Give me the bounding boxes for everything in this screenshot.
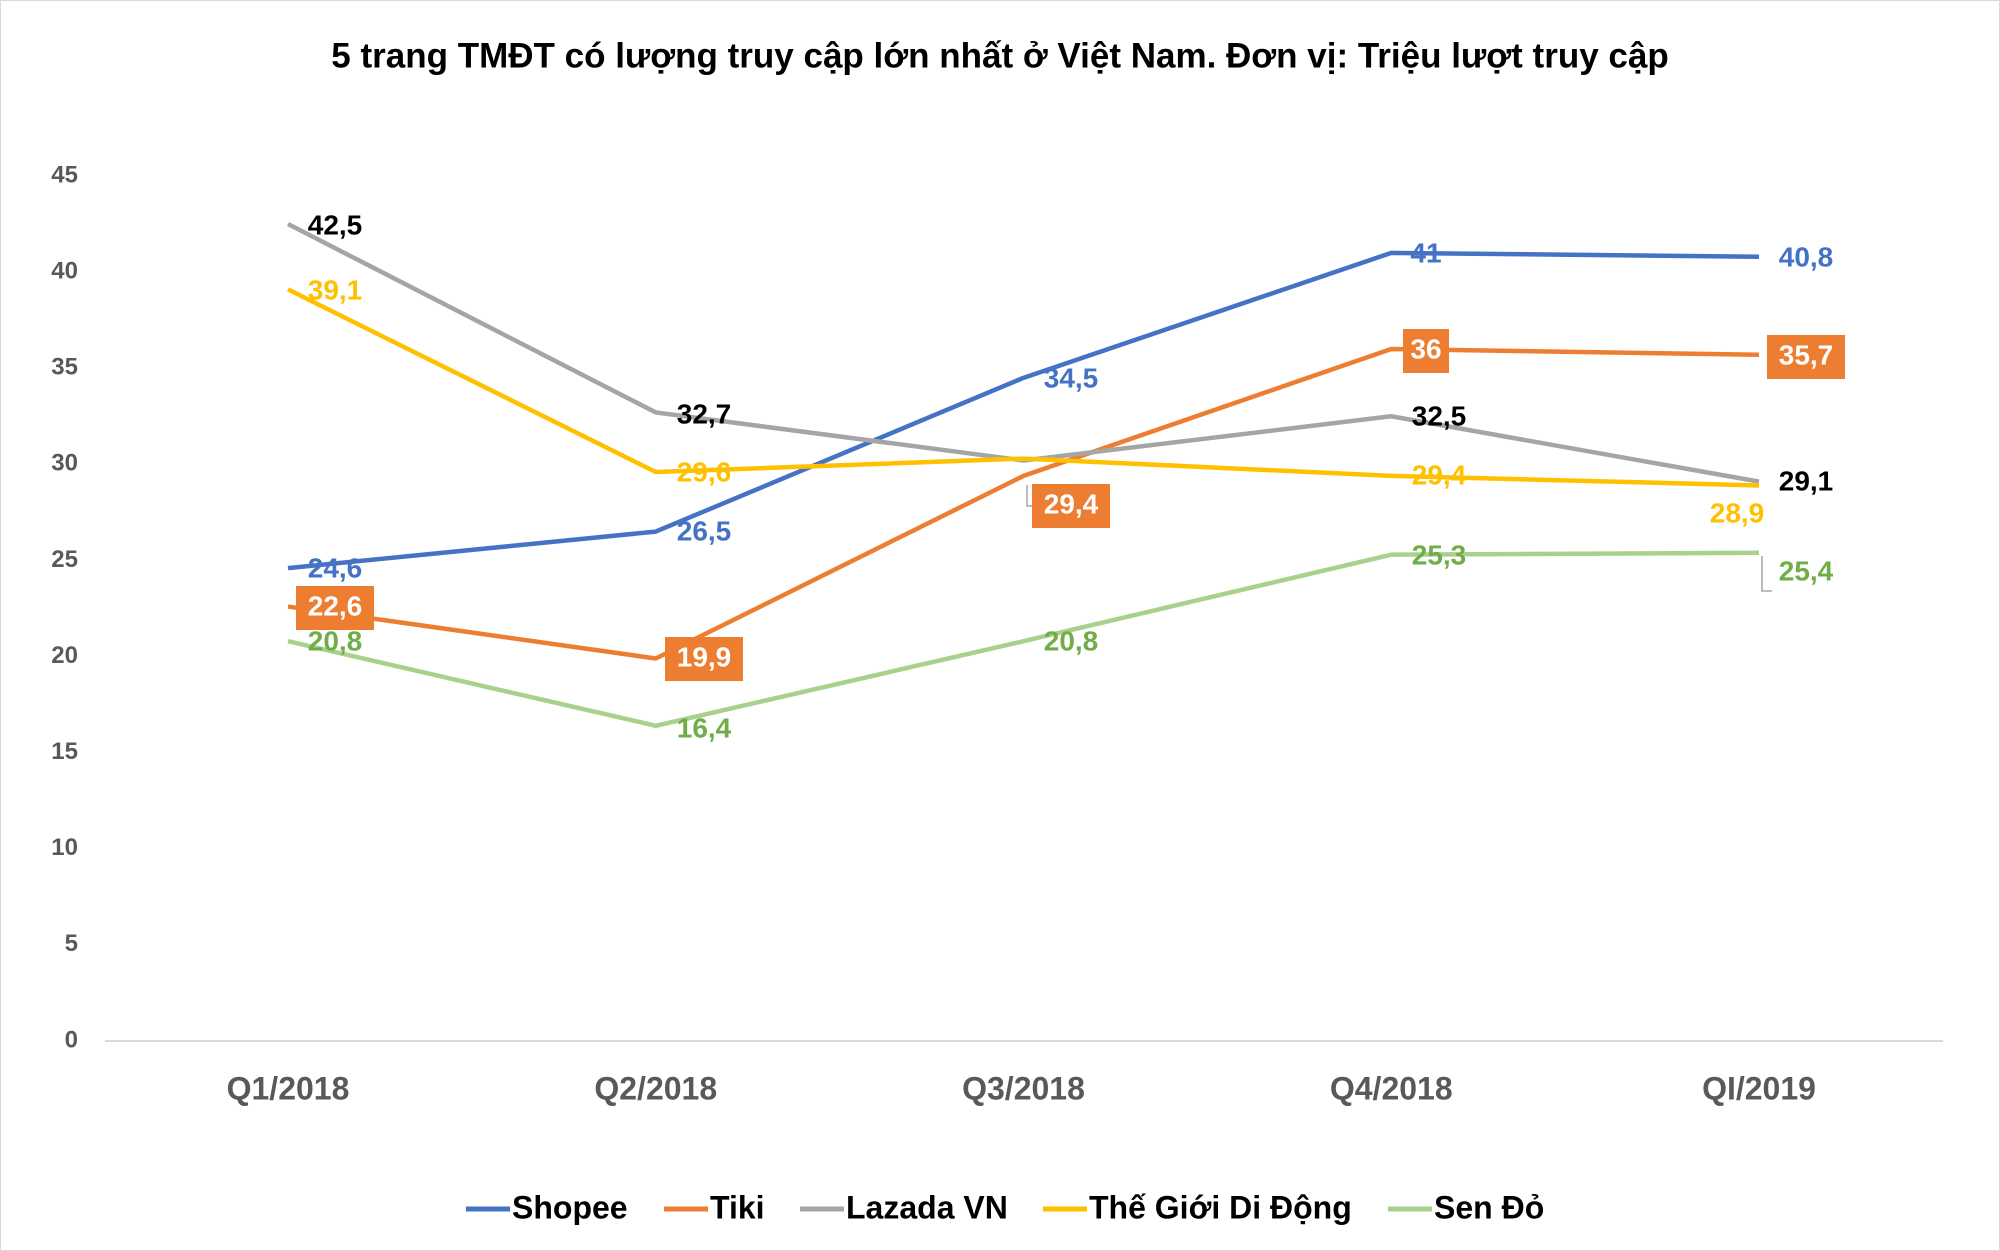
data-label: 34,5 [1044,362,1099,393]
data-label: 28,9 [1710,497,1765,528]
data-label: 32,5 [1412,400,1467,431]
legend-label: Tiki [710,1189,765,1225]
chart-title: 5 trang TMĐT có lượng truy cập lớn nhất … [331,36,1668,75]
data-label: 41 [1410,237,1441,268]
data-label: 29,1 [1779,465,1834,496]
legend-item: Thế Giới Di Động [1043,1189,1352,1225]
y-tick-label: 40 [51,257,78,284]
data-label: 24,6 [308,552,363,583]
data-label: 39,1 [308,274,363,305]
series-line-tiki [287,346,1760,661]
y-tick-label: 0 [65,1026,78,1053]
data-label-box [1767,335,1845,379]
legend-item: Sen Đỏ [1388,1189,1544,1225]
data-label: 36 [1410,333,1441,364]
data-label: 22,6 [308,590,363,621]
data-label: 20,8 [1044,625,1099,656]
y-tick-label: 35 [51,354,78,381]
legend-item: Lazada VN [800,1189,1008,1225]
x-tick-label: Q1/2018 [227,1070,350,1106]
legend-label: Lazada VN [846,1189,1008,1225]
data-label-box [296,586,374,630]
x-tick-label: QI/2019 [1702,1070,1816,1106]
legend-label: Shopee [512,1189,628,1225]
legend-item: Shopee [466,1189,628,1225]
x-tick-label: Q2/2018 [594,1070,717,1106]
data-label: 32,7 [677,398,732,429]
y-tick-label: 15 [51,738,78,765]
legend-label: Thế Giới Di Động [1089,1189,1352,1225]
y-tick-label: 30 [51,450,78,477]
data-label: 42,5 [308,209,363,240]
data-label: 29,6 [677,456,732,487]
x-tick-label: Q4/2018 [1330,1070,1453,1106]
legend-item: Tiki [664,1189,765,1225]
data-label: 29,4 [1412,459,1467,490]
data-label: 40,8 [1779,241,1834,272]
data-label: 26,5 [677,515,732,546]
y-tick-label: 25 [51,546,78,573]
series-line-sen-đỏ [287,550,1760,729]
data-label: 35,7 [1779,339,1834,370]
y-tick-label: 45 [51,161,78,188]
data-label: 16,4 [677,712,732,743]
data-label: 19,9 [677,641,732,672]
data-label: 25,4 [1779,555,1834,586]
data-label-box [665,637,743,681]
series-line-thế-giới-di-động [286,287,1760,488]
y-tick-label: 20 [51,642,78,669]
y-tick-label: 5 [65,930,78,957]
series-line-shopee [287,250,1760,571]
y-tick-label: 10 [51,834,78,861]
data-label: 25,3 [1412,539,1467,570]
data-label-box [1403,329,1449,373]
data-label: 29,4 [1044,488,1099,519]
data-label: 20,8 [308,625,363,656]
data-label-box [1032,484,1110,528]
x-tick-label: Q3/2018 [962,1070,1085,1106]
leader-line [1761,556,1772,592]
legend-label: Sen Đỏ [1434,1189,1544,1225]
